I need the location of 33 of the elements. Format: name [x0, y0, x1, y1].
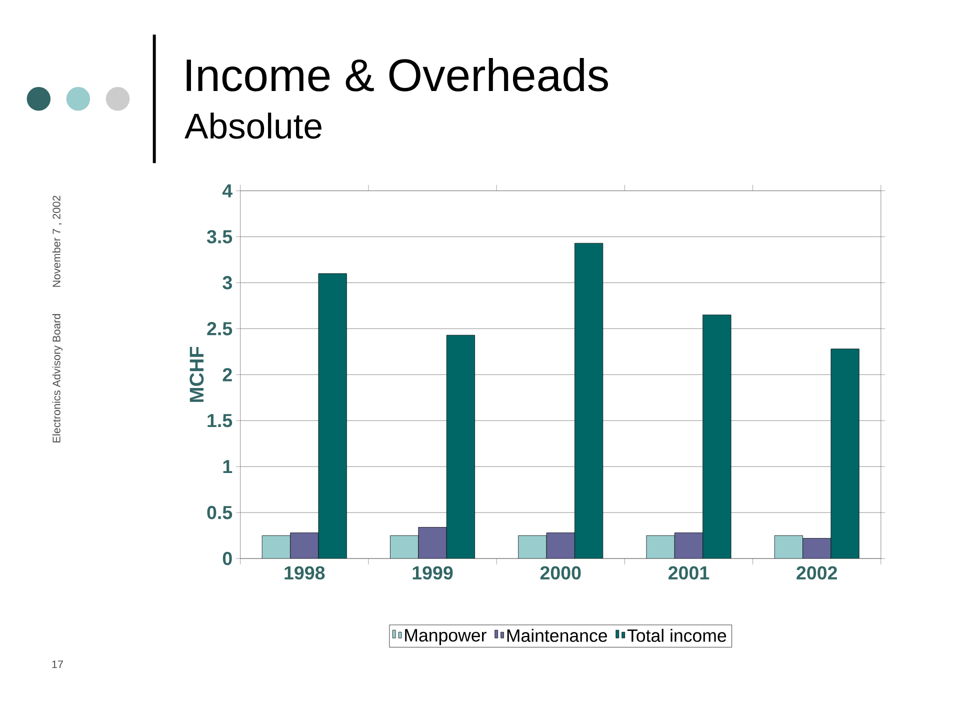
bar	[830, 348, 860, 559]
bar	[646, 535, 675, 559]
y-tick-label: 0	[222, 552, 232, 566]
text: 17	[52, 660, 63, 668]
y-tick-label: 1.5	[208, 414, 232, 428]
bar	[574, 243, 604, 559]
x-tick-label: 2000	[540, 566, 581, 580]
y-tick-label: 2.5	[207, 322, 232, 336]
text: November 7 , 2002	[52, 196, 62, 287]
chart-title: Income & Overheads	[186, 58, 608, 92]
legend-label: Maintenance	[507, 628, 607, 642]
bar	[318, 273, 347, 559]
x-tick-label: 1999	[412, 566, 453, 580]
text: Electronics Advisory Board	[52, 314, 63, 443]
x-tick-label: 2002	[796, 566, 837, 580]
bar	[702, 314, 732, 559]
legend-label: Manpower	[405, 629, 486, 646]
bar	[390, 535, 419, 559]
bar	[446, 335, 475, 559]
chart-subtitle: Absolute	[184, 112, 322, 139]
y-tick-label: 3.5	[206, 230, 232, 244]
y-tick-label: 2	[222, 368, 232, 382]
y-tick-label: 3	[222, 276, 232, 290]
y-tick-label: 1	[223, 460, 232, 474]
bar	[774, 535, 803, 559]
legend-label: Total income	[627, 628, 726, 642]
x-tick-label: 2001	[668, 566, 710, 580]
y-tick-label: 0.5	[207, 506, 232, 520]
y-tick-label: 4	[222, 184, 233, 198]
x-tick-label: 1998	[284, 566, 325, 580]
bar	[518, 535, 547, 559]
bar	[262, 535, 290, 559]
y-axis-title: MCHF	[190, 346, 204, 402]
